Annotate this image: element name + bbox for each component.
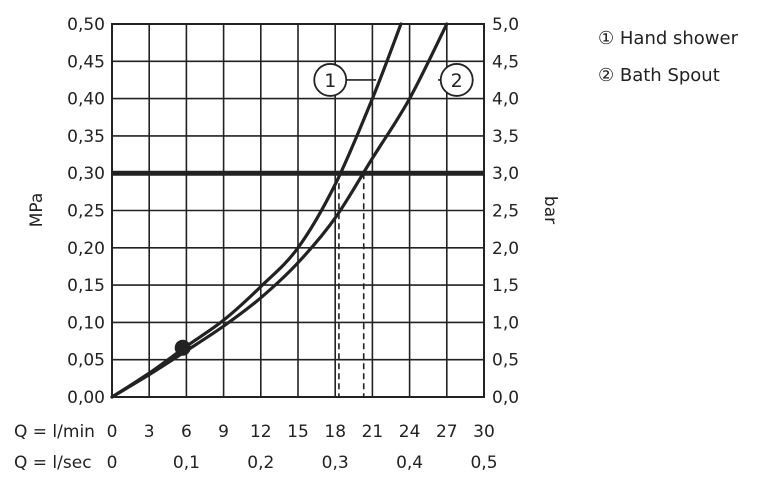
tick-label-layer: 0,00 0,00,05 0,50,10 1,00,15 1,50,20 2,00,25 2… <box>14 15 519 473</box>
legend-symbol: ② <box>598 65 615 86</box>
x-tick-label: 12 <box>250 422 272 442</box>
curve-series-2 <box>110 22 449 399</box>
x-tick-label: 0 <box>107 422 118 442</box>
curve-label-circle <box>313 63 348 97</box>
legend-label: Hand shower <box>619 28 738 49</box>
y-tick-label-right: 0,5 <box>492 351 519 371</box>
y-tick-label-right: 0,0 <box>492 388 519 408</box>
curve-label-number: 2 <box>451 70 463 92</box>
x-tick-label: 3 <box>144 422 155 442</box>
plot-frame <box>111 23 485 398</box>
y-tick-label-right: 1,0 <box>492 313 519 333</box>
x-tick-label: 0,3 <box>322 453 349 473</box>
x-tick-label: 27 <box>436 422 458 442</box>
x-tick-label: 0,4 <box>396 453 423 473</box>
y-tick-label-right: 1,5 <box>492 276 519 296</box>
dashed-drop-lines <box>338 173 365 397</box>
x-axis-row-label: Q = l/min <box>14 422 95 442</box>
curve-layer <box>110 22 449 399</box>
x-tick-label: 0,2 <box>247 453 274 473</box>
y-tick-label-left: 0,40 <box>67 90 105 110</box>
legend-item-bath-spout: ② Bath Spout <box>598 57 738 94</box>
x-tick-label: 9 <box>218 422 229 442</box>
y-tick-label-left: 0,15 <box>67 276 105 296</box>
curve-label-circle <box>439 63 474 97</box>
x-tick-label: 24 <box>399 422 421 442</box>
y-tick-label-right: 3,0 <box>492 164 519 184</box>
y-tick-label-left: 0,00 <box>67 388 105 408</box>
y-tick-label-left: 0,05 <box>67 351 105 371</box>
chart-grid <box>111 23 485 398</box>
y-tick-label-right: 4,5 <box>492 52 519 72</box>
x-tick-label: 0 <box>107 453 118 473</box>
curve-label-number: 1 <box>324 70 336 92</box>
y-tick-label-right: 2,5 <box>492 202 519 222</box>
legend-symbol: ① <box>598 28 615 49</box>
y-tick-label-left: 0,50 <box>67 15 105 35</box>
x-tick-label: 6 <box>181 422 192 442</box>
y-tick-label-left: 0,25 <box>67 202 105 222</box>
y-tick-label-left: 0,30 <box>67 164 105 184</box>
y-tick-label-right: 4,0 <box>492 90 519 110</box>
legend-item-hand-shower: ① Hand shower <box>598 20 738 57</box>
y-tick-label-right: 2,0 <box>492 239 519 259</box>
legend-label: Bath Spout <box>619 65 720 86</box>
y-tick-label-left: 0,20 <box>67 239 105 259</box>
legend: ① Hand shower ② Bath Spout <box>598 20 738 94</box>
curve-series-1 <box>110 22 403 399</box>
y-tick-label-right: 5,0 <box>492 15 519 35</box>
operating-point-marker <box>174 339 191 356</box>
y-tick-label-left: 0,35 <box>67 127 105 147</box>
x-tick-label: 18 <box>324 422 346 442</box>
x-tick-label: 30 <box>473 422 495 442</box>
x-tick-label: 21 <box>362 422 384 442</box>
y-axis-title-left: MPa <box>27 193 47 228</box>
x-tick-label: 0,5 <box>470 453 497 473</box>
y-tick-label-left: 0,10 <box>67 313 105 333</box>
x-axis-row-label: Q = l/sec <box>14 453 92 473</box>
x-tick-label: 0,1 <box>173 453 200 473</box>
y-tick-label-right: 3,5 <box>492 127 519 147</box>
y-axis-title-right: bar <box>540 196 560 224</box>
x-tick-label: 15 <box>287 422 309 442</box>
y-tick-label-left: 0,45 <box>67 52 105 72</box>
